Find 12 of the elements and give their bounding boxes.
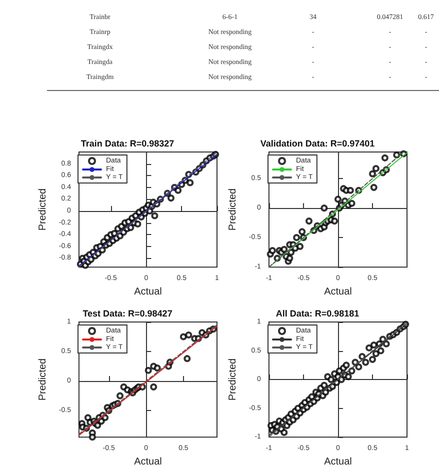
chart-title: Train Data: R=0.98327	[80, 138, 174, 148]
y-axis-title: Predicted	[228, 358, 238, 401]
chart-title: Validation Data: R=0.97401	[260, 138, 375, 148]
y-axis-title: Predicted	[228, 188, 238, 231]
x-axis-title: Actual	[324, 456, 352, 468]
chart-title: Test Data: R=0.98427	[82, 308, 172, 318]
x-axis-title: Actual	[134, 286, 162, 298]
y-axis-title: Predicted	[38, 358, 48, 401]
x-axis-title: Actual	[134, 456, 162, 468]
x-axis-title: Actual	[324, 286, 352, 298]
chart-title: All Data: R=0.98181	[276, 308, 360, 318]
y-axis-title: Predicted	[38, 188, 48, 231]
